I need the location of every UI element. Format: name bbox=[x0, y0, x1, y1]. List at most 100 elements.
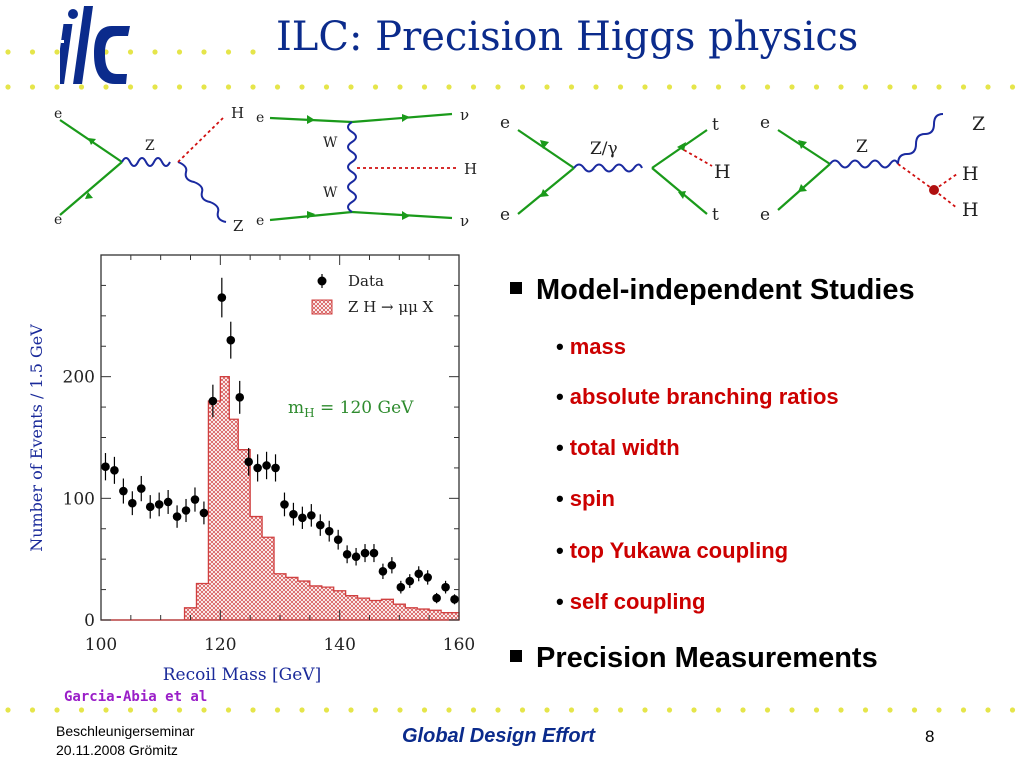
data-point bbox=[110, 466, 119, 475]
x-tick-label: 100 bbox=[85, 635, 117, 655]
decorative-dot bbox=[789, 707, 795, 713]
decorative-dot bbox=[960, 707, 967, 713]
decorative-dot bbox=[495, 707, 501, 713]
decorative-dot bbox=[348, 707, 354, 713]
decorative-dot bbox=[29, 49, 36, 55]
data-point bbox=[396, 582, 406, 592]
decorative-dot bbox=[54, 84, 60, 90]
decorative-dot bbox=[225, 49, 232, 55]
data-point bbox=[324, 526, 334, 536]
decorative-dot bbox=[225, 84, 232, 90]
decorative-dot bbox=[5, 707, 11, 713]
page-number: 8 bbox=[925, 727, 935, 746]
data-point bbox=[253, 463, 262, 473]
decorative-dot bbox=[691, 84, 697, 90]
data-point bbox=[315, 520, 325, 530]
footer-organization: Global Design Effort bbox=[402, 725, 595, 747]
ilc-logo bbox=[60, 6, 130, 84]
data-point bbox=[128, 498, 137, 508]
label-e-bottom: e bbox=[760, 205, 770, 225]
decorative-dot bbox=[593, 707, 599, 713]
label-z-out: Z bbox=[972, 113, 985, 135]
footer-event: Beschleunigerseminar bbox=[56, 723, 195, 739]
decorative-dot bbox=[862, 84, 869, 90]
decorative-dot bbox=[666, 707, 673, 713]
slide-title: ILC: Precision Higgs physics bbox=[276, 14, 859, 60]
label-h-bottom: H bbox=[962, 199, 979, 221]
legend-signal-label: Z H → μμ X bbox=[348, 298, 434, 316]
label-e-in: e bbox=[54, 106, 62, 122]
decorative-dot bbox=[862, 707, 869, 713]
decorative-dot bbox=[470, 84, 477, 90]
mass-annotation: mH = 120 GeV bbox=[288, 398, 414, 420]
decorative-dot bbox=[274, 84, 281, 90]
label-w-bottom: W bbox=[323, 185, 338, 201]
decorative-dot bbox=[838, 707, 844, 713]
decorative-dot bbox=[250, 707, 256, 713]
data-point bbox=[226, 335, 236, 345]
data-point bbox=[119, 486, 128, 496]
data-point bbox=[423, 573, 432, 582]
decorative-dot bbox=[838, 84, 844, 90]
bullet-text: absolute branching ratios bbox=[569, 384, 839, 409]
decorative-dot bbox=[960, 84, 967, 90]
decorative-dot bbox=[495, 84, 501, 90]
decorative-dot bbox=[250, 49, 256, 55]
decorative-dot bbox=[887, 84, 893, 90]
heading-text: Model-independent Studies bbox=[536, 274, 915, 306]
data-point bbox=[262, 461, 271, 470]
y-axis-label: Number of Events / 1.5 GeV bbox=[27, 324, 46, 552]
decorative-dot bbox=[985, 84, 991, 90]
decorative-dot bbox=[642, 84, 648, 90]
bullet-text: mass bbox=[569, 334, 626, 359]
label-e-bottom: e bbox=[256, 213, 264, 229]
decorative-dot bbox=[299, 707, 305, 713]
decorative-dot bbox=[201, 49, 207, 55]
decorative-dot bbox=[176, 84, 183, 90]
data-point bbox=[289, 509, 298, 519]
decorative-dot bbox=[691, 707, 697, 713]
decorative-dot bbox=[152, 707, 158, 713]
feynman-diagram-ww-fusion: e e W W ν H ν bbox=[256, 106, 477, 230]
data-point bbox=[441, 582, 450, 592]
decorative-dot bbox=[642, 707, 648, 713]
decorative-dot bbox=[176, 49, 183, 55]
decorative-dot bbox=[78, 707, 85, 713]
decorative-dot bbox=[715, 84, 722, 90]
bullet-item: • mass bbox=[556, 334, 626, 359]
bullet-item: • absolute branching ratios bbox=[556, 384, 839, 409]
label-e-top: e bbox=[760, 113, 770, 133]
decorative-dot bbox=[519, 707, 526, 713]
data-point bbox=[432, 593, 441, 603]
decorative-dot bbox=[103, 84, 109, 90]
decorative-dot bbox=[201, 84, 207, 90]
x-axis-label: Recoil Mass [GeV] bbox=[163, 665, 321, 685]
decorative-dot bbox=[372, 84, 379, 90]
label-t-top: t bbox=[712, 115, 719, 135]
data-point bbox=[199, 508, 209, 518]
decorative-dot bbox=[544, 707, 550, 713]
decorative-dot bbox=[127, 49, 134, 55]
decorative-dot bbox=[568, 84, 575, 90]
decorative-dot bbox=[715, 707, 722, 713]
decorative-dot bbox=[519, 84, 526, 90]
bullet-item: • top Yukawa coupling bbox=[556, 538, 789, 563]
decorative-dot bbox=[29, 707, 36, 713]
decorative-dot bbox=[348, 84, 354, 90]
legend-data-label: Data bbox=[348, 272, 384, 290]
decorative-dot bbox=[617, 707, 624, 713]
data-point bbox=[163, 497, 173, 507]
square-bullet-icon bbox=[510, 650, 522, 663]
decorative-dot bbox=[78, 84, 85, 90]
data-point bbox=[307, 511, 316, 520]
decorative-dot bbox=[5, 84, 11, 90]
decorative-dot bbox=[152, 49, 158, 55]
bullet-item: • total width bbox=[556, 435, 680, 460]
label-t-bottom: t bbox=[712, 205, 719, 225]
figure-credit: Garcia-Abia et al bbox=[64, 689, 208, 705]
label-e-in2: e bbox=[54, 212, 62, 228]
bullet-text: total width bbox=[569, 435, 680, 460]
decorative-dot bbox=[1009, 707, 1016, 713]
decorative-dot bbox=[985, 707, 991, 713]
data-point bbox=[145, 502, 155, 512]
